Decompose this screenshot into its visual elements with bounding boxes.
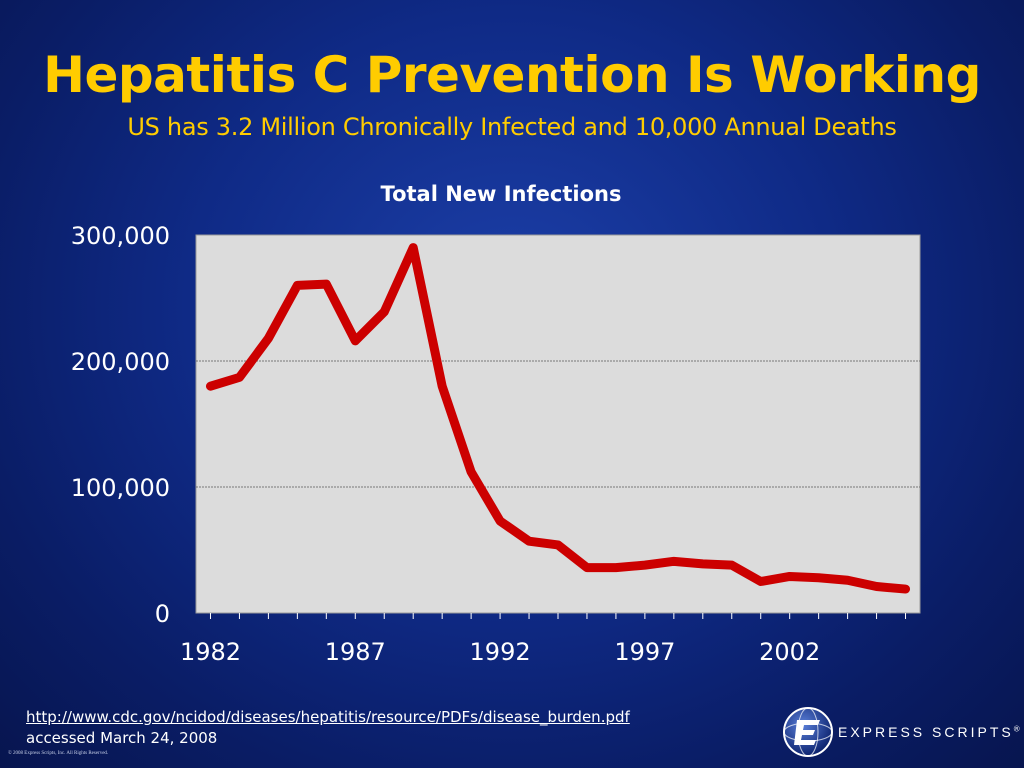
y-tick-label: 0 <box>155 600 170 628</box>
x-tick-label: 1997 <box>614 638 675 666</box>
series-line-total-new-infections <box>205 243 911 594</box>
x-tick-label: 1992 <box>470 638 531 666</box>
slide-title: Hepatitis C Prevention Is Working <box>43 46 981 104</box>
x-axis-ticks <box>209 613 907 619</box>
x-tick-label: 2002 <box>759 638 820 666</box>
copyright-notice: © 2008 Express Scripts, Inc. All Rights … <box>8 751 109 756</box>
source-accessed-note: accessed March 24, 2008 <box>26 729 218 747</box>
plot-area <box>195 234 921 614</box>
y-axis-labels: 0 100,000 200,000 300,000 <box>71 222 170 628</box>
logo-wordmark: EXPRESS SCRIPTS® <box>838 724 1020 740</box>
y-tick-label: 200,000 <box>71 348 170 376</box>
express-scripts-logo-icon <box>783 707 833 757</box>
x-tick-label: 1982 <box>180 638 241 666</box>
slide-subtitle: US has 3.2 Million Chronically Infected … <box>127 113 897 141</box>
y-tick-label: 100,000 <box>71 474 170 502</box>
gridlines <box>196 360 920 488</box>
logo-text: EXPRESS SCRIPTS <box>838 724 1014 740</box>
x-tick-label: 1987 <box>325 638 386 666</box>
line-chart: 0 100,000 200,000 300,000 1982 1987 1992 1997 2… <box>71 222 921 666</box>
x-axis-labels: 1982 1987 1992 1997 2002 <box>180 638 820 666</box>
y-tick-label: 300,000 <box>71 222 170 250</box>
source-link[interactable]: http://www.cdc.gov/ncidod/diseases/hepat… <box>26 708 630 726</box>
chart-title: Total New Infections <box>380 182 622 206</box>
logo-registered-mark: ® <box>1013 724 1020 734</box>
